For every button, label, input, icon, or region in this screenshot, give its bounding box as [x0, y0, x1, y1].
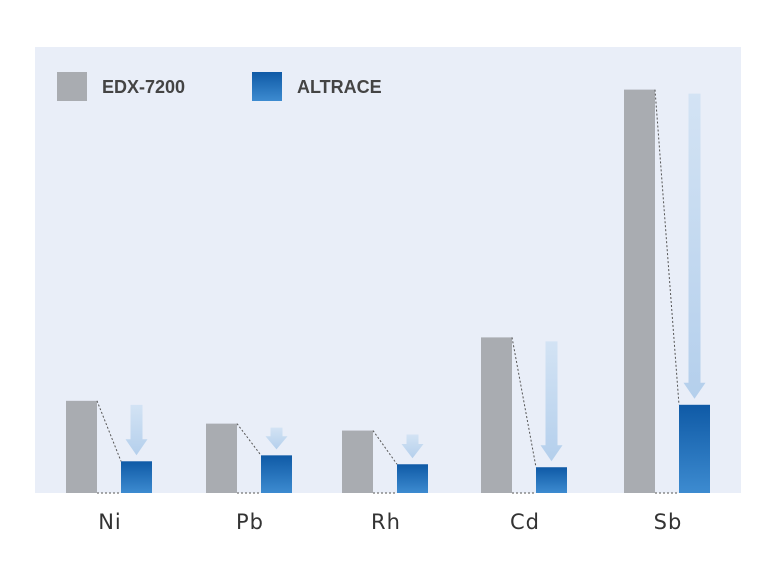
x-tick-label: Sb — [654, 510, 683, 534]
bar — [261, 455, 292, 493]
bar — [481, 337, 512, 493]
legend-swatch — [252, 72, 282, 101]
bar — [624, 89, 655, 494]
reduction-arrow — [265, 427, 288, 450]
legend-label: ALTRACE — [297, 77, 382, 97]
x-tick-label: Ni — [98, 510, 122, 534]
legend-label: EDX-7200 — [102, 77, 185, 97]
bar — [679, 404, 710, 493]
legend-swatch — [57, 72, 87, 101]
connector — [654, 89, 680, 405]
connector — [96, 400, 122, 462]
bar — [206, 423, 237, 493]
connector — [372, 430, 398, 465]
reduction-arrow — [540, 341, 563, 462]
bar — [342, 430, 373, 493]
plot-area — [35, 47, 741, 493]
x-tick-label: Cd — [510, 510, 540, 534]
reduction-arrow — [683, 93, 706, 399]
connector — [236, 423, 262, 456]
reduction-arrow — [401, 434, 424, 459]
bar — [536, 467, 567, 493]
bar — [121, 461, 152, 493]
bar — [66, 400, 97, 493]
reduction-arrow — [125, 404, 148, 456]
bar — [397, 464, 428, 493]
x-tick-label: Rh — [371, 510, 401, 534]
x-tick-label: Pb — [236, 510, 264, 534]
